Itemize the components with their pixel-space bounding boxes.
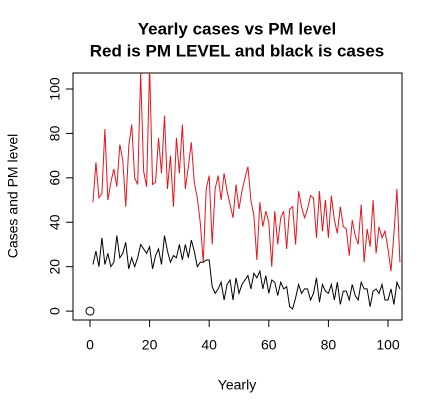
x-axis-label: Yearly <box>218 377 256 393</box>
x-tick-label: 80 <box>321 337 337 353</box>
y-tick-label: 60 <box>47 170 63 186</box>
y-tick-label: 40 <box>47 214 63 230</box>
y-tick-label: 20 <box>47 259 63 275</box>
plot-area <box>85 73 401 316</box>
chart-subtitle: Red is PM LEVEL and black is cases <box>90 41 384 60</box>
series-line <box>92 73 401 272</box>
chart-title: Yearly cases vs PM level <box>138 19 337 38</box>
y-tick-label: 0 <box>47 307 63 315</box>
x-tick-label: 60 <box>261 337 277 353</box>
x-tick-label: 100 <box>376 337 400 353</box>
y-axis-label: Cases and PM level <box>5 134 21 259</box>
series-line <box>92 235 401 310</box>
y-tick-label: 80 <box>47 125 63 141</box>
plot-box <box>72 72 403 321</box>
y-tick-label: 100 <box>47 77 63 101</box>
point <box>85 306 95 316</box>
x-tick-label: 0 <box>86 337 94 353</box>
x-tick-label: 40 <box>201 337 217 353</box>
x-tick-label: 20 <box>142 337 158 353</box>
